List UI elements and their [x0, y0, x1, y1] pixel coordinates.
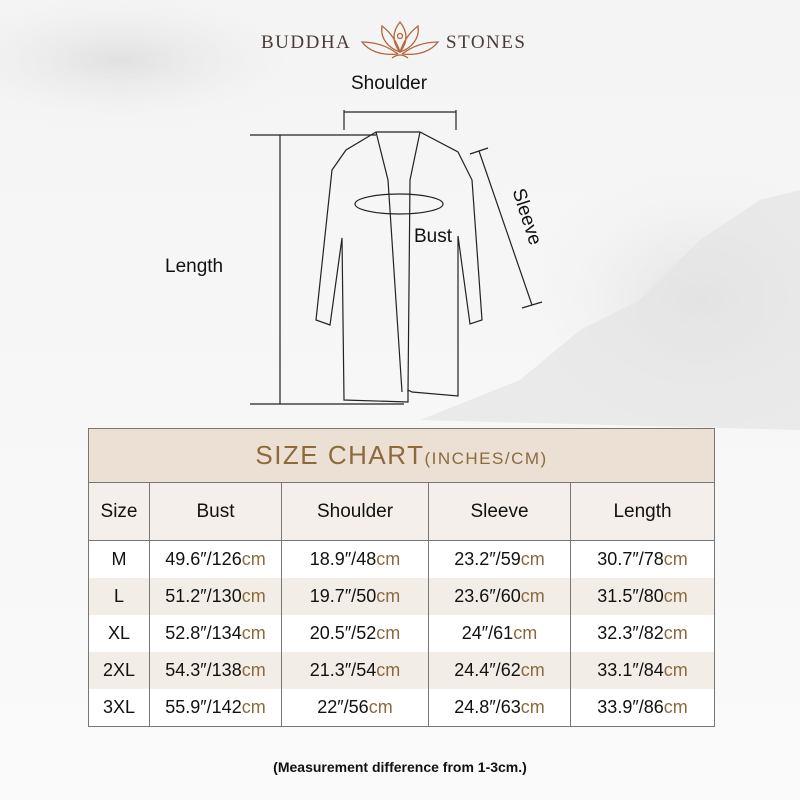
cell-length: 33.1″/84cm: [569, 652, 716, 689]
garment-outline: [315, 131, 483, 403]
brand-right: STONES: [446, 32, 527, 53]
cell-shoulder: 19.7″/50cm: [281, 578, 429, 615]
shoulder-label: Shoulder: [351, 73, 428, 94]
cell-size: M: [88, 540, 150, 578]
cell-sleeve: 24.8″/63cm: [428, 689, 571, 727]
cell-size: L: [88, 578, 150, 615]
cell-bust: 49.6″/126cm: [149, 540, 282, 578]
cell-size: XL: [88, 615, 150, 652]
bust-label: Bust: [414, 226, 453, 247]
size-chart-title: SIZE CHART(INCHES/CM): [87, 428, 716, 483]
cell-sleeve: 24″/61cm: [428, 615, 571, 652]
cell-size: 3XL: [88, 689, 150, 727]
brand-left: BUDDHA: [261, 32, 352, 53]
cell-length: 33.9″/86cm: [569, 689, 716, 727]
cell-length: 31.5″/80cm: [569, 578, 716, 615]
table-row: 2XL 54.3″/138cm 21.3″/54cm 24.4″/62cm 33.1″/…: [88, 652, 716, 689]
table-row: M 49.6″/126cm 18.9″/48cm 23.2″/59cm 30.7″/78…: [88, 540, 716, 578]
cell-shoulder: 20.5″/52cm: [281, 615, 429, 652]
size-chart-table: SIZE CHART(INCHES/CM) Size Bust Shoulder…: [87, 428, 716, 727]
cell-size: 2XL: [88, 652, 150, 689]
cell-length: 30.7″/78cm: [569, 540, 716, 578]
cell-bust: 51.2″/130cm: [149, 578, 282, 615]
cell-sleeve: 24.4″/62cm: [428, 652, 571, 689]
lotus-logo-icon: [360, 20, 440, 59]
cell-bust: 54.3″/138cm: [149, 652, 282, 689]
table-row: L 51.2″/130cm 19.7″/50cm 23.6″/60cm 31.5″/80…: [88, 578, 716, 615]
cell-sleeve: 23.6″/60cm: [428, 578, 571, 615]
cell-shoulder: 21.3″/54cm: [281, 652, 429, 689]
col-sleeve: Sleeve: [428, 482, 571, 541]
length-label: Length: [165, 256, 224, 277]
cell-length: 32.3″/82cm: [569, 615, 716, 652]
table-row: 3XL 55.9″/142cm 22″/56cm 24.8″/63cm 33.9″/86…: [88, 689, 716, 727]
cell-bust: 52.8″/134cm: [149, 615, 282, 652]
measurement-note: (Measurement difference from 1-3cm.): [273, 759, 527, 775]
cell-bust: 55.9″/142cm: [149, 689, 282, 727]
col-shoulder: Shoulder: [281, 482, 429, 541]
col-bust: Bust: [149, 482, 282, 541]
table-row: XL 52.8″/134cm 20.5″/52cm 24″/61cm 32.3″/82c…: [88, 615, 716, 652]
col-length: Length: [569, 482, 716, 541]
cell-shoulder: 22″/56cm: [281, 689, 429, 727]
cell-sleeve: 23.2″/59cm: [428, 540, 571, 578]
col-size: Size: [88, 482, 150, 541]
garment-diagram: [250, 110, 543, 405]
cell-shoulder: 18.9″/48cm: [281, 540, 429, 578]
